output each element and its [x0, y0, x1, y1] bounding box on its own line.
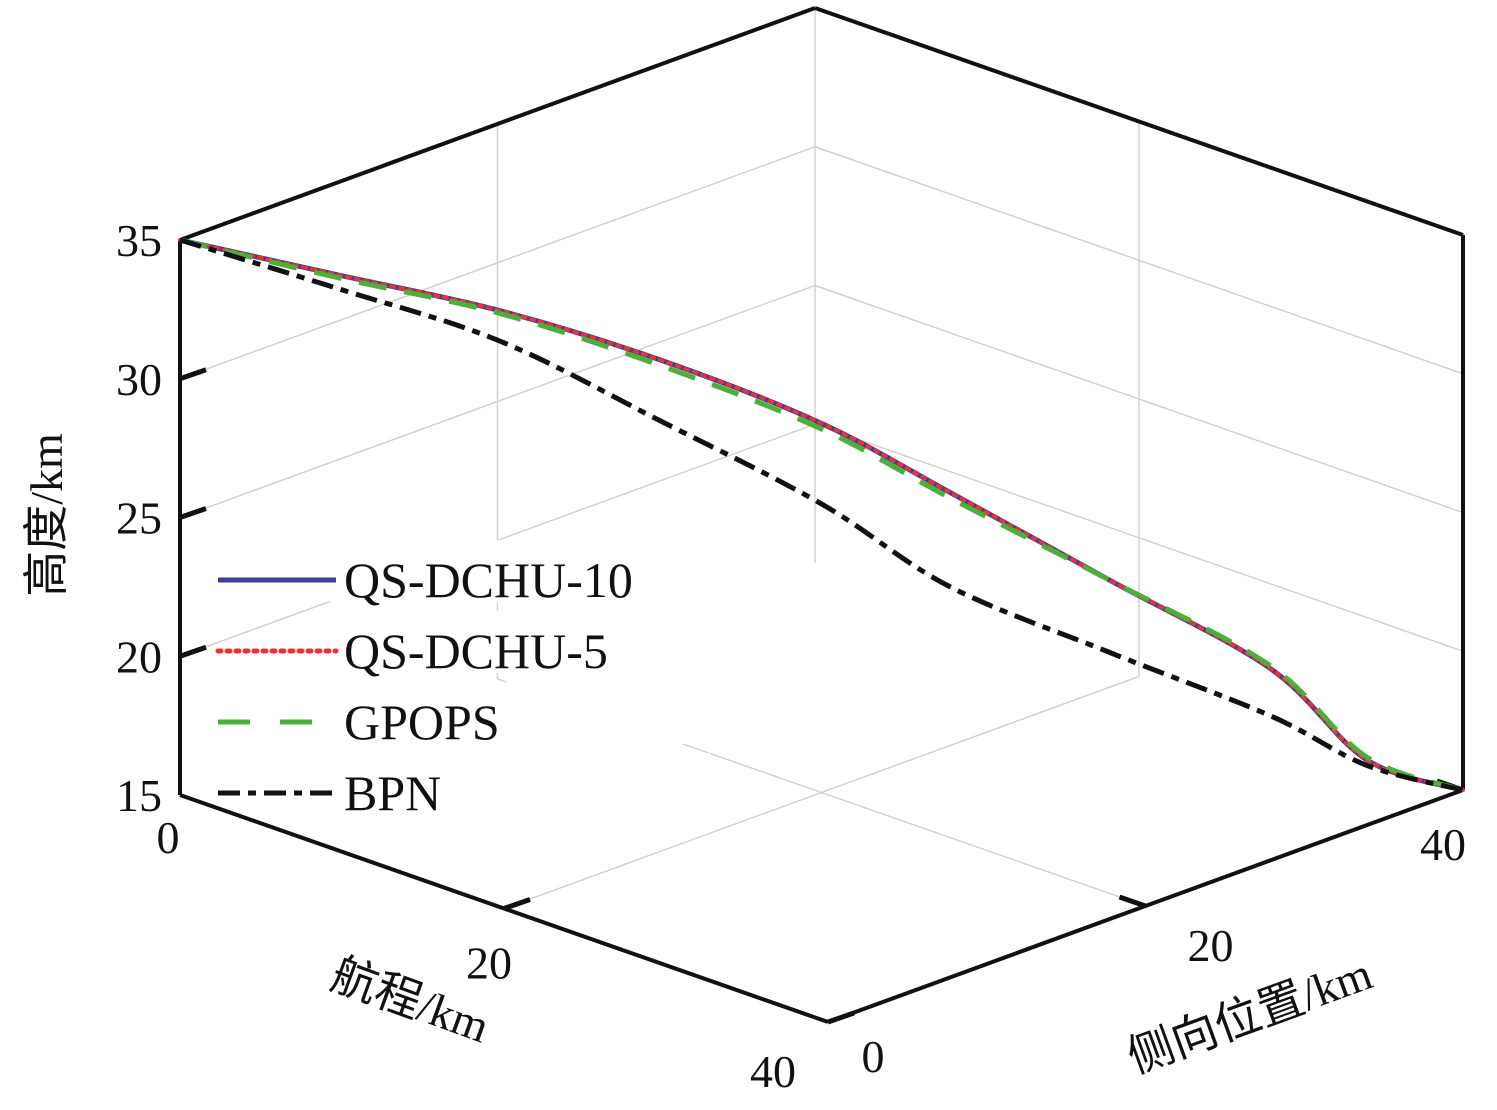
series-line-bpn: [179, 237, 1464, 793]
series-lines: [178, 237, 1465, 793]
z-tick: [179, 644, 207, 659]
y-tick-label: 20: [1188, 920, 1234, 971]
legend-text-bg: [330, 540, 710, 602]
y-tick: [1118, 894, 1147, 909]
z-axis-label: 高度/km: [21, 433, 72, 597]
x-tick-label: 40: [750, 1046, 796, 1097]
top-right-edge: [814, 6, 1464, 237]
z-tick-label: 25: [116, 493, 162, 544]
legend-label: BPN: [344, 765, 441, 821]
x-tick-label: 0: [157, 812, 180, 863]
x-tick-label: 20: [466, 938, 512, 989]
z-tick: [179, 506, 207, 520]
legend-text-bg: [330, 682, 710, 744]
z-tick: [179, 367, 207, 382]
x-tick: [827, 1010, 855, 1025]
y-tick-label: 40: [1420, 819, 1466, 870]
series-line-gpops: [179, 237, 1464, 793]
z-tick-label: 30: [116, 354, 162, 405]
legend: QS-DCHU-10 QS-DCHU-5 GPOPS BPN: [215, 540, 710, 821]
z-tick-label: 15: [116, 770, 162, 821]
legend-label: GPOPS: [344, 694, 500, 750]
legend-label: QS-DCHU-5: [344, 623, 608, 679]
z-tick-label: 35: [116, 215, 162, 266]
z-tick-label: 20: [116, 631, 162, 682]
axes-box: [178, 6, 1465, 1025]
legend-text-bg: [330, 753, 710, 815]
x-tick: [503, 897, 531, 911]
top-left-edge: [179, 6, 816, 242]
tick-labels: 15 20 25 30 35 0 20 40 0 20 40: [116, 215, 1466, 1097]
y-axis-label: 侧向位置/km: [1121, 948, 1379, 1083]
legend-text-bg: [330, 611, 710, 673]
legend-label: QS-DCHU-10: [344, 552, 633, 608]
y-tick-label: 0: [862, 1031, 885, 1082]
